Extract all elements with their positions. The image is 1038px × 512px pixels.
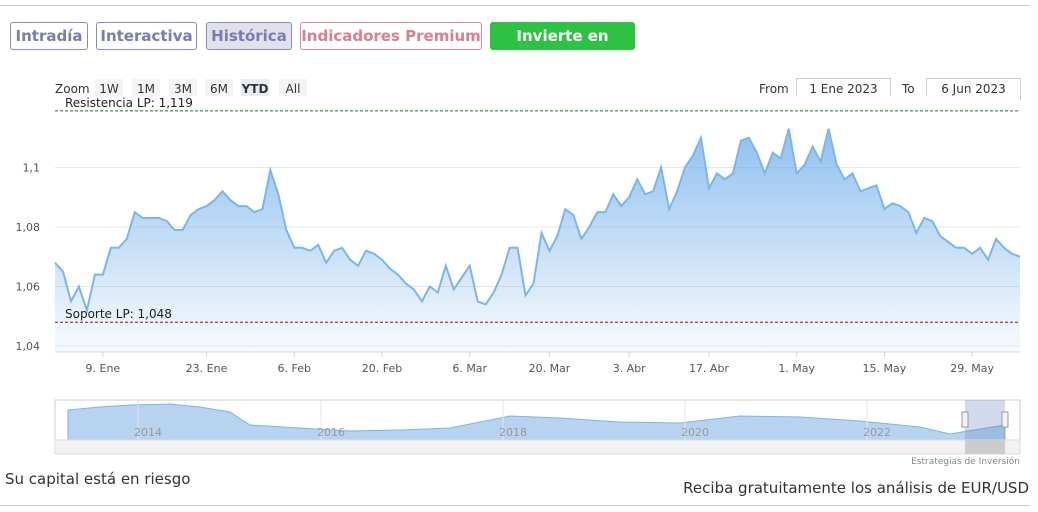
x-tick-label: 3. Abr bbox=[613, 362, 646, 375]
x-tick-label: 20. Mar bbox=[529, 362, 571, 375]
zoom-button[interactable]: 6M bbox=[205, 79, 233, 100]
x-tick-label: 9. Ene bbox=[86, 362, 121, 375]
navigator-label: 2018 bbox=[499, 426, 527, 439]
scrollbar[interactable] bbox=[54, 439, 1021, 455]
top-rule bbox=[0, 5, 1030, 6]
y-tick-label: 1,1 bbox=[23, 161, 41, 174]
area bbox=[55, 128, 1020, 352]
to-label: To bbox=[902, 82, 915, 96]
navigator-selection[interactable] bbox=[965, 400, 1005, 440]
y-tick-label: 1,08 bbox=[16, 221, 41, 234]
zoom-button[interactable]: 3M bbox=[169, 79, 197, 100]
plot-line-label: Soporte LP: 1,048 bbox=[65, 307, 172, 321]
bottom-rule bbox=[0, 505, 1030, 506]
navigator-label: 2016 bbox=[317, 426, 345, 439]
y-tick-label: 1,06 bbox=[16, 281, 41, 294]
x-tick-label: 1. May bbox=[778, 362, 815, 375]
credit: Estrategias de Inversión bbox=[911, 456, 1020, 467]
zoom-label: Zoom bbox=[55, 82, 90, 96]
zoom-button[interactable]: All bbox=[279, 79, 307, 100]
navigator[interactable]: 2014 2016 2018 2020 2022 bbox=[54, 399, 1021, 455]
plot-line-label: Resistencia LP: 1,119 bbox=[65, 96, 193, 110]
scrollbar-thumb[interactable] bbox=[965, 440, 1005, 454]
tab[interactable]: Interactiva bbox=[96, 22, 197, 50]
zoom-button[interactable]: 1M bbox=[132, 79, 160, 100]
zoom-button[interactable]: YTD bbox=[241, 79, 269, 100]
chart: 2014 2016 2018 2020 2022 1,04 1,06 1,08 1,1 Resi… bbox=[16, 96, 1021, 467]
tab[interactable]: Invierte en eToro bbox=[490, 22, 635, 71]
navigator-handle[interactable] bbox=[1001, 411, 1009, 428]
x-tick-label: 17. Abr bbox=[689, 362, 729, 375]
analysis-link[interactable]: Reciba gratuitamente los análisis de EUR… bbox=[683, 479, 1029, 497]
zoom-button[interactable]: 1W bbox=[95, 79, 123, 100]
x-tick-label: 6. Feb bbox=[278, 362, 311, 375]
navigator-label: 2020 bbox=[681, 426, 709, 439]
line bbox=[54, 128, 1021, 315]
tab[interactable]: Intradía bbox=[10, 22, 88, 50]
x-tick-label: 6. Mar bbox=[452, 362, 487, 375]
risk-note: Su capital está en riesgo bbox=[5, 470, 191, 488]
tab[interactable]: Indicadores Premium bbox=[300, 22, 482, 50]
x-tick-label: 29. May bbox=[950, 362, 994, 375]
navigator-label: 2014 bbox=[134, 426, 162, 439]
navigator-label: 2022 bbox=[863, 426, 891, 439]
tab[interactable]: Histórica bbox=[206, 22, 292, 50]
x-tick-label: 15. May bbox=[863, 362, 907, 375]
x-tick-label: 20. Feb bbox=[362, 362, 402, 375]
x-tick-label: 23. Ene bbox=[186, 362, 228, 375]
navigator-series bbox=[67, 403, 1006, 441]
from-label: From bbox=[759, 82, 789, 96]
navigator-handle[interactable] bbox=[961, 411, 969, 428]
y-tick-label: 1,04 bbox=[16, 340, 41, 353]
